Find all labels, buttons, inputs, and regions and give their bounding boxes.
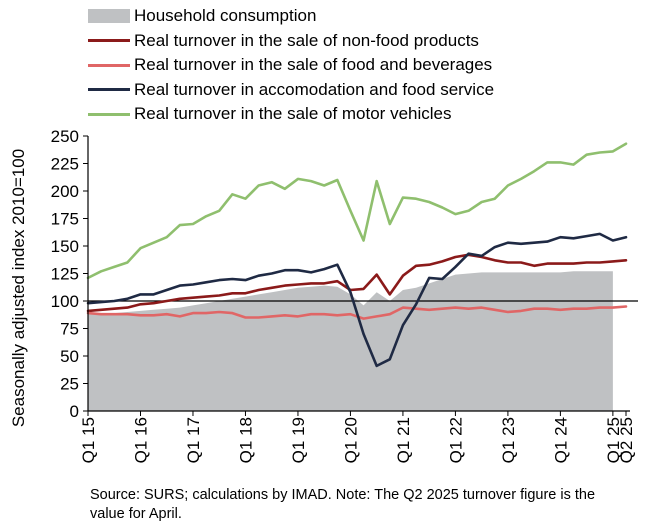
series-line-1	[86, 253, 628, 313]
x-tick-label: Q1 15	[79, 417, 98, 463]
legend-label: Real turnover in the sale of food and be…	[134, 55, 493, 75]
x-tick-label: Q1 21	[394, 417, 413, 463]
legend-label: Real turnover in accomodation and food s…	[134, 79, 495, 99]
x-tick-label: Q1 22	[446, 417, 465, 463]
y-tick-label: 200	[51, 182, 79, 201]
series-area-household-consumption	[88, 271, 613, 411]
area-layer	[88, 271, 613, 411]
x-tick-label: Q1 24	[551, 417, 570, 463]
x-tick-label: Q2 25	[617, 417, 636, 463]
legend-swatch	[88, 9, 130, 24]
y-tick-label: 225	[51, 155, 79, 174]
legend-item: Real turnover in the sale of food and be…	[88, 53, 494, 78]
legend-swatch	[88, 58, 130, 72]
axes: 0 25 50 75 100 125 150 175 200 225 250 Q1 15 Q1 16 Q1…	[51, 127, 636, 463]
y-tick-label: 100	[51, 292, 79, 311]
legend-swatch	[88, 34, 130, 48]
source-note: Source: SURS; calculations by IMAD. Note…	[90, 487, 596, 522]
line-layer	[86, 142, 628, 368]
x-tick-label: Q1 19	[289, 417, 308, 463]
x-tick-label: Q1 20	[341, 417, 360, 463]
series-line-3	[86, 232, 628, 368]
legend-item: Real turnover in the sale of motor vehic…	[88, 102, 494, 127]
legend-label: Real turnover in the sale of non-food pr…	[134, 30, 479, 50]
y-tick-label: 25	[60, 375, 79, 394]
y-tick-label: 250	[51, 127, 79, 146]
legend-item: Real turnover in accomodation and food s…	[88, 78, 494, 103]
x-tick-label: Q1 17	[184, 417, 203, 463]
legend-swatch	[88, 107, 130, 121]
x-tick-label: Q1 25	[604, 417, 623, 463]
legend-item: Household consumption	[88, 4, 494, 29]
legend-item: Real turnover in the sale of non-food pr…	[88, 29, 494, 54]
y-tick-label: 150	[51, 237, 79, 256]
x-tick-label: Q1 23	[499, 417, 518, 463]
y-tick-label: 75	[60, 320, 79, 339]
y-tick-label: 175	[51, 210, 79, 229]
legend-swatch	[88, 83, 130, 97]
x-tick-label: Q1 18	[236, 417, 255, 463]
legend-label: Household consumption	[134, 6, 317, 26]
legend: Household consumption Real turnover in th…	[88, 4, 494, 127]
y-axis-label: Seasonally adjusted index 2010=100	[9, 149, 28, 427]
legend-label: Real turnover in the sale of motor vehic…	[134, 104, 452, 124]
y-tick-label: 125	[51, 265, 79, 284]
series-line-4	[86, 142, 628, 280]
y-tick-label: 0	[70, 402, 79, 421]
x-tick-label: Q1 16	[131, 417, 150, 463]
y-tick-label: 50	[60, 347, 79, 366]
